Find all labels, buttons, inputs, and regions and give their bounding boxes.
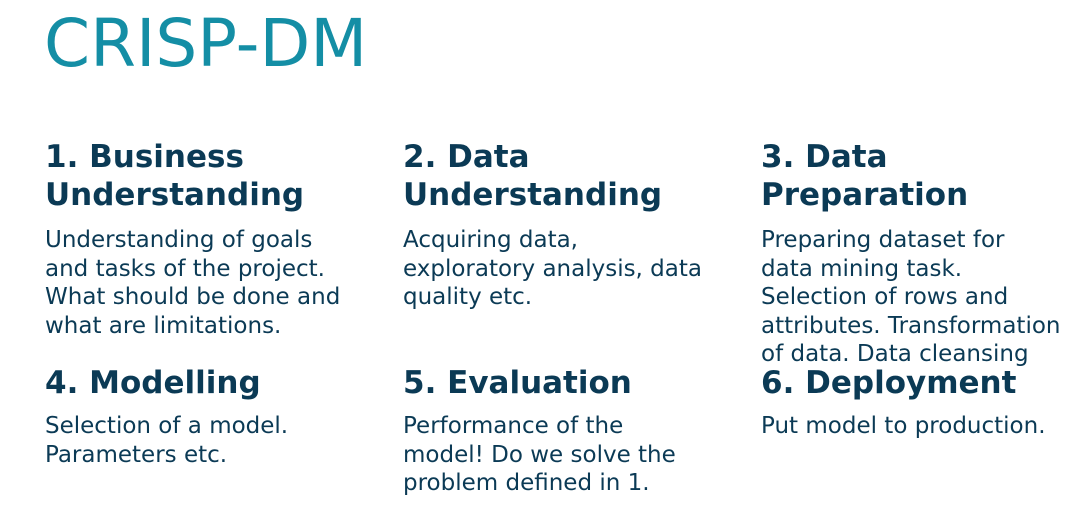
phase-description: Selection of a model. Parameters etc.	[45, 412, 375, 469]
phase-description-line: Acquiring data,	[403, 227, 578, 253]
phase-heading-line: Preparation	[761, 177, 969, 213]
phase-description-line: Preparing dataset for	[761, 227, 1005, 253]
phase-heading: 1. Business Understanding	[45, 138, 375, 214]
phase-description: Preparing dataset for data mining task. …	[761, 226, 1078, 369]
phase-description-line: What should be done and	[45, 284, 341, 310]
phase-description-line: of data. Data cleansing	[761, 341, 1029, 367]
phase-description-line: Understanding of goals	[45, 227, 313, 253]
phase-data-understanding: 2. Data Understanding Acquiring data, ex…	[403, 138, 733, 312]
phase-description-line: problem defined in 1.	[403, 470, 650, 496]
phase-description-line: Performance of the	[403, 413, 624, 439]
phase-heading: 5. Evaluation	[403, 364, 733, 402]
phase-description-line: Put model to production.	[761, 413, 1046, 439]
phase-evaluation: 5. Evaluation Performance of the model! …	[403, 364, 733, 498]
phase-deployment: 6. Deployment Put model to production.	[761, 364, 1078, 441]
phase-heading-line: Understanding	[45, 177, 305, 213]
phase-heading-line: 1. Business	[45, 139, 244, 175]
phase-heading: 6. Deployment	[761, 364, 1078, 402]
phase-heading-line: 5. Evaluation	[403, 365, 632, 401]
phase-heading-line: 4. Modelling	[45, 365, 261, 401]
phase-description-line: attributes. Transformation	[761, 312, 1061, 339]
phase-description-line: data mining task.	[761, 255, 963, 282]
phase-description: Performance of the model! Do we solve th…	[403, 412, 733, 498]
phase-heading-line: Understanding	[403, 177, 663, 213]
phase-heading-line: 3. Data	[761, 139, 888, 175]
phase-business-understanding: 1. Business Understanding Understanding …	[45, 138, 375, 340]
phase-description-line: model! Do we solve the	[403, 441, 676, 468]
page-title: CRISP-DM	[44, 5, 368, 82]
phase-description-line: Parameters etc.	[45, 441, 228, 468]
phase-description-line: Selection of a model.	[45, 413, 289, 439]
phase-description: Acquiring data, exploratory analysis, da…	[403, 226, 733, 312]
phase-heading: 2. Data Understanding	[403, 138, 733, 214]
phase-description: Put model to production.	[761, 412, 1078, 441]
phase-heading-line: 6. Deployment	[761, 365, 1017, 401]
phase-heading-line: 2. Data	[403, 139, 530, 175]
phase-heading: 4. Modelling	[45, 364, 375, 402]
phase-description: Understanding of goals and tasks of the …	[45, 226, 375, 340]
phase-description-line: quality etc.	[403, 284, 533, 310]
phase-data-preparation: 3. Data Preparation Preparing dataset fo…	[761, 138, 1078, 369]
phase-modelling: 4. Modelling Selection of a model. Param…	[45, 364, 375, 469]
phase-description-line: Selection of rows and	[761, 284, 1009, 310]
phase-heading: 3. Data Preparation	[761, 138, 1078, 214]
phase-description-line: exploratory analysis, data	[403, 255, 702, 282]
phase-description-line: and tasks of the project.	[45, 255, 325, 282]
phase-description-line: what are limitations.	[45, 312, 282, 339]
